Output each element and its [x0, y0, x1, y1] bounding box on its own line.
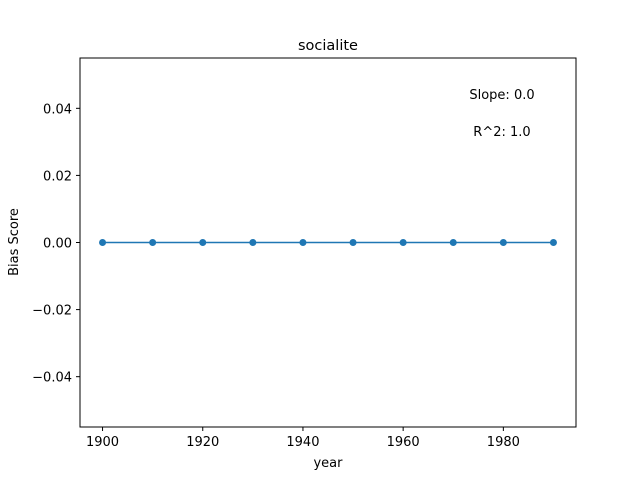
series-layer	[99, 239, 557, 246]
x-axis-label: year	[313, 456, 343, 471]
slope-annotation: Slope: 0.0	[469, 88, 534, 103]
x-tick-label: 1920	[186, 435, 219, 450]
x-tick-label: 1980	[487, 435, 520, 450]
y-axis-ticks: −0.04 −0.02 0.00 0.02 0.04	[32, 102, 80, 386]
y-tick-label: 0.04	[43, 102, 72, 117]
data-point	[199, 239, 207, 246]
data-point	[349, 239, 357, 246]
y-axis-label: Bias Score	[7, 208, 22, 276]
chart-title: socialite	[298, 38, 358, 54]
y-tick-label: −0.02	[32, 304, 72, 319]
data-point	[299, 239, 307, 246]
x-axis-ticks: 1900 1920 1940 1960 1980	[86, 427, 520, 450]
y-tick-label: 0.02	[43, 169, 72, 184]
y-tick-label: 0.00	[43, 237, 72, 252]
data-point	[249, 239, 257, 246]
data-point	[449, 239, 457, 246]
plot-area-frame	[79, 57, 577, 428]
data-point	[549, 239, 557, 246]
data-point	[99, 239, 107, 246]
r-squared-annotation: R^2: 1.0	[473, 125, 530, 140]
x-tick-label: 1900	[86, 435, 119, 450]
x-tick-label: 1960	[387, 435, 420, 450]
data-point	[399, 239, 407, 246]
x-tick-label: 1940	[286, 435, 319, 450]
data-point	[499, 239, 507, 246]
data-point	[149, 239, 157, 246]
y-tick-label: −0.04	[32, 371, 72, 386]
